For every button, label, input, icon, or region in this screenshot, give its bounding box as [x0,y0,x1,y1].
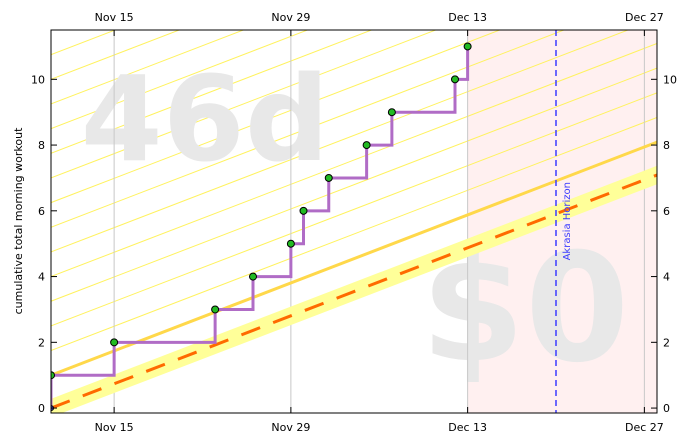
y-tick-label-left: 2 [38,336,45,349]
guide-line [51,30,245,105]
guide-line [51,116,657,352]
days-left-watermark: 46d [81,50,330,188]
data-point [299,206,308,215]
akrasia-horizon-label: Akrasia Horizon [562,182,573,260]
y-tick-label-right: 10 [663,73,677,86]
data-point [286,239,295,248]
y-tick-label-right: 4 [663,271,670,284]
y-tick-label-left: 4 [38,271,45,284]
road-band [51,165,657,413]
y-tick-label-right: 8 [663,139,670,152]
guide-line [51,30,181,80]
data-point [51,371,55,380]
data-point [387,108,396,117]
data-point [463,42,472,51]
y-tick-label-left: 0 [38,402,45,415]
data-points [51,42,472,412]
x-tick-label-top: Nov 15 [95,11,134,24]
x-tick-label-top: Dec 13 [448,11,487,24]
x-tick-label-bottom: Dec 13 [448,421,487,434]
guide-line [51,30,438,179]
future-region [467,30,657,413]
guide-line [51,30,502,204]
data-step-line [51,46,470,409]
x-tick-label-bottom: Dec 27 [625,421,664,434]
x-tick-label-bottom: Nov 29 [271,421,310,434]
plot-frame [50,29,658,414]
y-tick-label-left: 10 [31,73,45,86]
x-tick-label-bottom: Nov 15 [95,421,134,434]
guide-line [51,30,309,130]
data-point [211,305,220,314]
x-tick-label-top: Nov 29 [271,11,310,24]
y-tick-label-right: 0 [663,402,670,415]
data-point [451,75,459,84]
y-axis-label: cumulative total morning workout [12,127,25,314]
y-tick-label-left: 6 [38,205,45,218]
guide-line [51,30,373,154]
data-point [362,141,371,150]
data-point [324,173,333,182]
plot-area: 46d $0 [51,30,657,413]
data-point [110,338,119,347]
guide-line [51,67,657,302]
y-tick-label-left: 8 [38,139,45,152]
x-tick-label-top: Dec 27 [625,11,664,24]
y-tick-label-right: 2 [663,336,670,349]
y-tick-label-right: 6 [663,205,670,218]
road-centerline [51,173,657,410]
axis-ticks: Nov 15 Nov 15 Nov 29 Nov 29 Dec 13 Dec 13 Dec … [31,11,677,434]
data-point [249,272,257,281]
guide-line [51,30,630,253]
